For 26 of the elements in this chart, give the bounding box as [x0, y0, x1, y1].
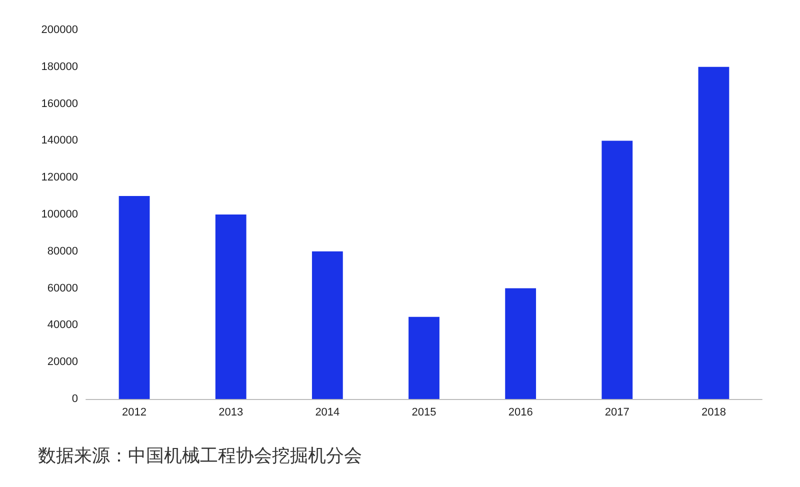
bar: [505, 288, 536, 399]
y-tick-label: 200000: [41, 24, 78, 36]
x-tick-label: 2017: [604, 406, 630, 418]
bar: [215, 214, 246, 399]
y-tick-label: 0: [72, 393, 78, 405]
bar: [408, 316, 440, 399]
y-tick-label: 120000: [41, 172, 78, 184]
y-tick-label: 100000: [41, 208, 78, 220]
x-tick-label: 2016: [508, 406, 533, 418]
y-tick-label: 160000: [41, 98, 78, 110]
x-tick-label: 2013: [218, 406, 244, 418]
x-tick-label: 2014: [315, 406, 340, 418]
bar: [698, 66, 730, 399]
x-tick-label: 2018: [701, 406, 726, 418]
bar: [118, 196, 150, 399]
x-tick-label: 2015: [412, 406, 436, 418]
bar: [602, 140, 633, 399]
x-tick-label: 2012: [122, 406, 147, 418]
y-tick-label: 20000: [47, 356, 78, 368]
y-tick-label: 60000: [47, 282, 78, 294]
y-tick-label: 180000: [41, 60, 78, 73]
y-tick-label: 140000: [41, 134, 78, 147]
y-tick-label: 40000: [47, 319, 78, 332]
bar: [312, 251, 343, 399]
source-note: 数据来源：中国机械工程协会挖掘机分会: [38, 446, 362, 466]
y-tick-label: 80000: [47, 245, 78, 258]
